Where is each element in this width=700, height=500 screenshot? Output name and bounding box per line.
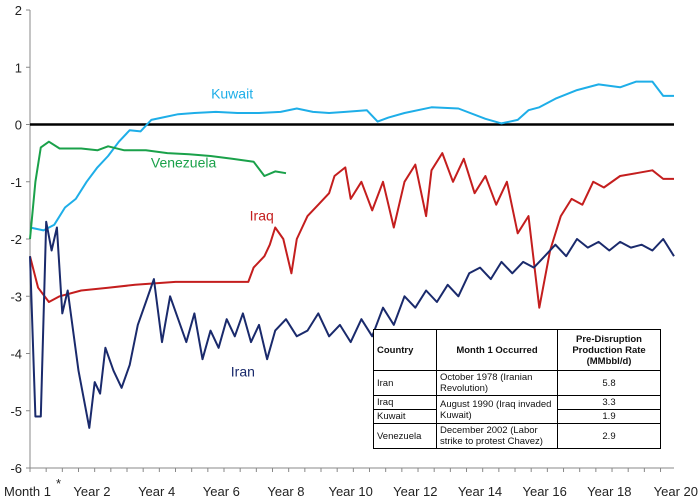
disruption-table: Country Month 1 Occurred Pre-Disruption … — [373, 329, 661, 449]
x-tick-label: Year 10 — [328, 484, 372, 499]
cell-month1: August 1990 (Iraq invaded Kuwait) — [436, 395, 558, 424]
y-tick-label: -1 — [10, 175, 22, 190]
cell-rate: 1.9 — [557, 409, 661, 424]
x-tick-label: Year 4 — [138, 484, 175, 499]
series-line-iran — [29, 220, 675, 429]
header-rate: Pre-Disruption Production Rate (MMbbl/d) — [557, 329, 661, 371]
x-tick-label: Year 14 — [458, 484, 502, 499]
x-tick-label: Year 20 — [654, 484, 698, 499]
series-label-kuwait: Kuwait — [211, 86, 253, 102]
x-tick-footnote-marker: * — [56, 476, 61, 491]
series-label-iraq: Iraq — [250, 208, 274, 224]
x-tick-label: Year 16 — [522, 484, 566, 499]
x-tick-label: Month 1 — [4, 484, 51, 499]
cell-rate: 3.3 — [557, 395, 661, 410]
x-tick-label: Year 2 — [73, 484, 110, 499]
table-row-iraq: Iraq August 1990 (Iraq invaded Kuwait) 3… — [373, 395, 661, 424]
table-header-row: Country Month 1 Occurred Pre-Disruption … — [373, 329, 661, 371]
x-tick-label: Year 18 — [587, 484, 631, 499]
y-tick-label: 2 — [15, 3, 22, 18]
header-month1: Month 1 Occurred — [436, 329, 558, 371]
x-tick-label: Year 6 — [203, 484, 240, 499]
y-tick-label: 0 — [15, 118, 22, 133]
series-line-iraq — [29, 152, 674, 309]
cell-country: Kuwait — [373, 409, 437, 424]
y-tick-label: 1 — [15, 60, 22, 75]
series-label-iran: Iran — [231, 363, 255, 379]
cell-country: Venezuela — [373, 423, 437, 449]
cell-country: Iraq — [373, 395, 437, 410]
series-label-venezuela: Venezuela — [151, 154, 217, 170]
y-tick-label: -4 — [10, 347, 22, 362]
x-tick-label: Year 8 — [267, 484, 304, 499]
cell-country: Iran — [373, 370, 437, 396]
y-tick-label: -6 — [10, 461, 22, 476]
table-row-iran: Iran October 1978 (Iranian Revolution) 5… — [373, 370, 661, 396]
series-line-venezuela — [29, 140, 287, 240]
cell-rate: 5.8 — [557, 370, 661, 396]
axes-layer: 2 1 0 -1 -2 -3 -4 -5 -6 Month 1 * Year 2 Year 4 Year … — [4, 3, 698, 499]
cell-month1: October 1978 (Iranian Revolution) — [436, 370, 558, 396]
y-tick-label: -2 — [10, 232, 22, 247]
cell-month1: December 2002 (Labor strike to protest C… — [436, 423, 558, 449]
cell-rate: 2.9 — [557, 423, 661, 449]
table-row-venezuela: Venezuela December 2002 (Labor strike to… — [373, 423, 661, 449]
series-layer — [29, 80, 675, 429]
table-row-kuwait: Kuwait 1.9 — [373, 409, 661, 424]
series-line-kuwait — [29, 80, 674, 232]
series-labels-layer: Kuwait Venezuela Iraq Iran — [151, 86, 274, 380]
x-tick-label: Year 12 — [393, 484, 437, 499]
y-tick-label: -3 — [10, 289, 22, 304]
header-country: Country — [373, 329, 437, 371]
y-tick-label: -5 — [10, 404, 22, 419]
